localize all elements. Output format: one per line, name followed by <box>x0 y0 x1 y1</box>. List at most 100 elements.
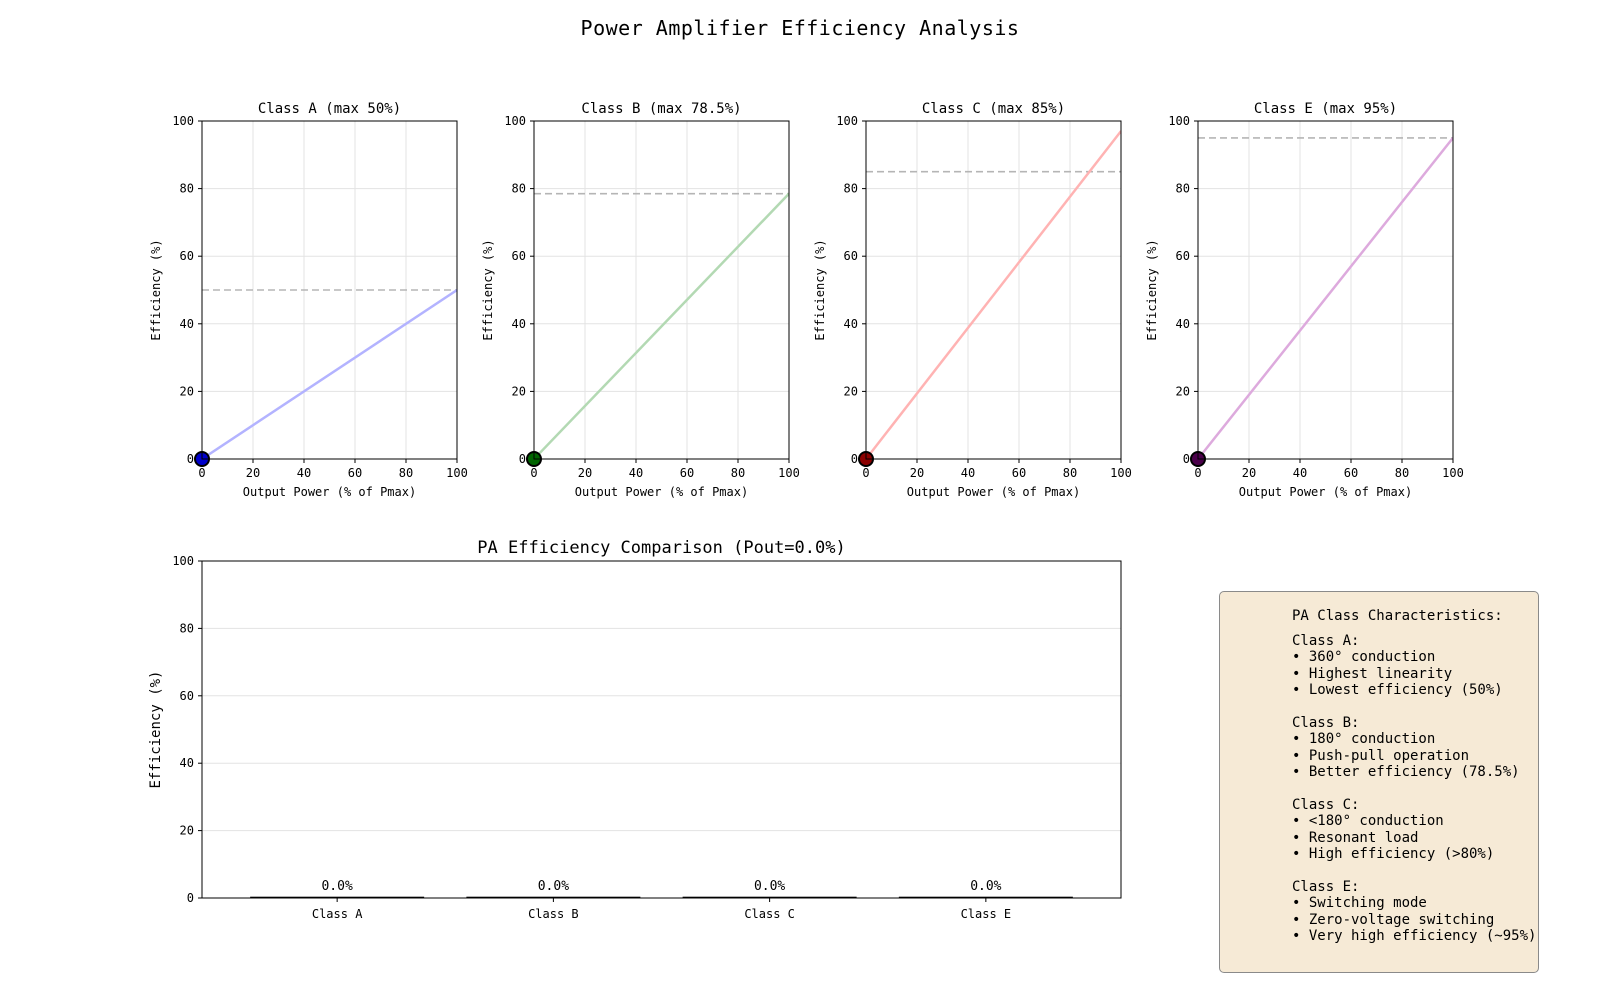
subplot-2-xtick-label-3: 60 <box>680 466 694 480</box>
bar-chart-ytick-label-2: 40 <box>180 756 194 770</box>
subplot-3-ytick-label-4: 80 <box>844 182 858 196</box>
info-box-line: • Zero-voltage switching <box>1292 911 1495 928</box>
subplot-3-xtick-label-0: 0 <box>862 466 869 480</box>
subplot-1-xtick-label-2: 40 <box>297 466 311 480</box>
bar-chart-category-label-4: Class E <box>961 907 1012 921</box>
subplot-3-frame <box>865 120 1122 460</box>
info-box-line: • High efficiency (>80%) <box>1292 846 1495 863</box>
subplot-4-ytick-label-2: 40 <box>1176 317 1190 331</box>
subplot-1-title: Class A (max 50%) <box>258 101 401 117</box>
subplot-1-ytick-label-5: 100 <box>172 114 194 128</box>
subplot-1-ytick-label-4: 80 <box>180 182 194 196</box>
info-box-line: • 360° conduction <box>1292 649 1436 666</box>
subplot-4-xtick-label-0: 0 <box>1194 466 1201 480</box>
subplot-4-efficiency-line <box>1198 137 1453 459</box>
bar-chart-frame <box>201 560 1122 899</box>
subplot-1-ytick-label-2: 40 <box>180 317 194 331</box>
subplot-4-xtick-label-1: 20 <box>1242 466 1256 480</box>
bar-chart-value-label-4: 0.0% <box>970 879 1001 894</box>
info-box-line: • Highest linearity <box>1292 665 1453 682</box>
subplot-2-ylabel: Efficiency (%) <box>481 239 495 340</box>
subplot-3-ytick-label-0: 0 <box>851 452 858 466</box>
subplot-3-title: Class C (max 85%) <box>922 101 1065 117</box>
subplot-3-xlabel: Output Power (% of Pmax) <box>907 485 1080 499</box>
subplot-4-ytick-label-3: 60 <box>1176 249 1190 263</box>
bar-chart-ytick-label-4: 80 <box>180 621 194 635</box>
subplot-3-xtick-label-4: 80 <box>1063 466 1077 480</box>
subplot-3-ylabel: Efficiency (%) <box>813 239 827 340</box>
info-box-line: Class E: <box>1292 879 1360 895</box>
subplot-3-ytick-label-5: 100 <box>836 114 858 128</box>
info-box-line: Class B: <box>1292 715 1360 731</box>
subplot-4-ylabel: Efficiency (%) <box>1145 239 1159 340</box>
info-box-line: • <180° conduction <box>1292 813 1444 830</box>
subplot-2-xtick-label-5: 100 <box>778 466 800 480</box>
subplot-3-ytick-label-1: 20 <box>844 384 858 398</box>
subplot-3-ytick-label-3: 60 <box>844 249 858 263</box>
subplot-4-title: Class E (max 95%) <box>1254 101 1397 117</box>
subplot-2-xtick-label-2: 40 <box>629 466 643 480</box>
subplot-4-xlabel: Output Power (% of Pmax) <box>1239 485 1412 499</box>
bar-chart-value-label-2: 0.0% <box>538 879 569 894</box>
figure-title: Power Amplifier Efficiency Analysis <box>580 16 1020 40</box>
subplot-2-xtick-label-4: 80 <box>731 466 745 480</box>
subplot-2-ytick-label-3: 60 <box>512 249 526 263</box>
bar-chart-ytick-label-0: 0 <box>187 891 194 905</box>
subplot-4-ytick-label-5: 100 <box>1168 114 1190 128</box>
pa-characteristics-box: PA Class Characteristics: Class A: • 360°… <box>1219 591 1539 973</box>
info-box-line: • 180° conduction <box>1292 731 1436 748</box>
subplot-1-xtick-label-5: 100 <box>446 466 468 480</box>
subplot-3-xtick-label-1: 20 <box>910 466 924 480</box>
info-box-line: • Lowest efficiency (50%) <box>1292 682 1503 699</box>
subplot-3-xtick-label-3: 60 <box>1012 466 1026 480</box>
subplot-1-xtick-label-0: 0 <box>198 466 205 480</box>
subplot-3-efficiency-line <box>866 130 1121 459</box>
subplot-1-ytick-label-0: 0 <box>187 452 194 466</box>
subplot-3-xtick-label-2: 40 <box>961 466 975 480</box>
subplot-1-efficiency-line <box>202 288 457 459</box>
bar-chart-category-label-3: Class C <box>744 907 795 921</box>
subplot-2-frame <box>533 120 790 460</box>
subplot-4-xtick-label-2: 40 <box>1293 466 1307 480</box>
subplot-2-title: Class B (max 78.5%) <box>581 101 741 117</box>
subplot-4-frame <box>1197 120 1454 460</box>
subplot-4-xtick-label-4: 80 <box>1395 466 1409 480</box>
subplot-4-ytick-label-0: 0 <box>1183 452 1190 466</box>
subplot-1-xlabel: Output Power (% of Pmax) <box>243 485 416 499</box>
subplot-1-ylabel: Efficiency (%) <box>149 239 163 340</box>
info-box-line: • Switching mode <box>1292 895 1427 912</box>
bar-chart-value-label-1: 0.0% <box>321 879 352 894</box>
info-box-line: • Better efficiency (78.5%) <box>1292 764 1520 781</box>
bar-chart-value-label-3: 0.0% <box>754 879 785 894</box>
bar-chart-ytick-label-5: 100 <box>172 554 194 568</box>
subplot-2-ytick-label-4: 80 <box>512 182 526 196</box>
subplot-1-xtick-label-3: 60 <box>348 466 362 480</box>
bar-chart-ylabel: Efficiency (%) <box>148 670 164 788</box>
subplot-4-ytick-label-1: 20 <box>1176 384 1190 398</box>
subplot-2-xlabel: Output Power (% of Pmax) <box>575 485 748 499</box>
subplot-2-efficiency-line <box>534 192 789 459</box>
bar-chart-ytick-label-1: 20 <box>180 824 194 838</box>
info-box-line: • Very high efficiency (~95%) <box>1292 928 1537 945</box>
info-box-line: Class A: <box>1292 633 1360 649</box>
subplot-4-ytick-label-4: 80 <box>1176 182 1190 196</box>
subplot-3-xtick-label-5: 100 <box>1110 466 1132 480</box>
bar-chart-ytick-label-3: 60 <box>180 689 194 703</box>
subplot-1-ytick-label-3: 60 <box>180 249 194 263</box>
subplot-2-ytick-label-0: 0 <box>519 452 526 466</box>
subplot-1-ytick-label-1: 20 <box>180 384 194 398</box>
subplot-2-xtick-label-0: 0 <box>530 466 537 480</box>
subplot-2-ytick-label-1: 20 <box>512 384 526 398</box>
subplot-1-xtick-label-1: 20 <box>246 466 260 480</box>
subplot-2-ytick-label-2: 40 <box>512 317 526 331</box>
subplot-1-frame <box>201 120 458 460</box>
subplot-3-ytick-label-2: 40 <box>844 317 858 331</box>
bar-chart-category-label-2: Class B <box>528 907 579 921</box>
bar-chart-title: PA Efficiency Comparison (Pout=0.0%) <box>477 538 845 558</box>
subplot-1-xtick-label-4: 80 <box>399 466 413 480</box>
subplot-2-xtick-label-1: 20 <box>578 466 592 480</box>
subplot-4-xtick-label-3: 60 <box>1344 466 1358 480</box>
info-box-title: PA Class Characteristics: <box>1292 608 1503 624</box>
info-box-line: • Push-pull operation <box>1292 747 1470 764</box>
